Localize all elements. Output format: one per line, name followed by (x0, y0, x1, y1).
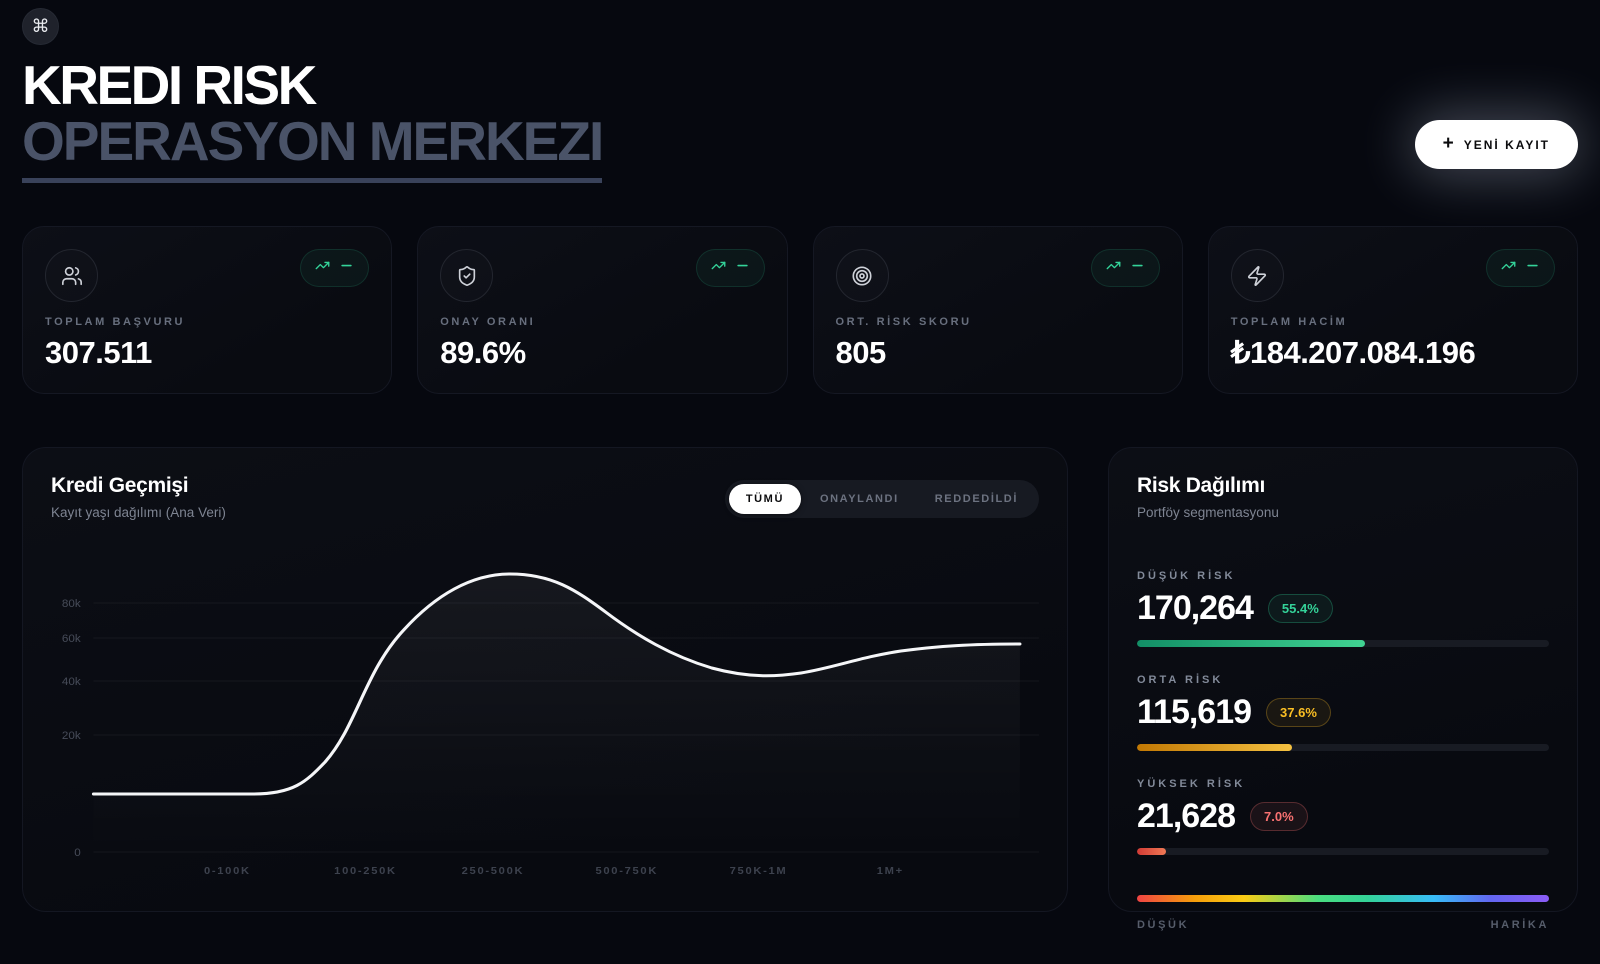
credit-history-title: Kredi Geçmişi (51, 474, 189, 498)
risk-title: Risk Dağılımı (1137, 474, 1265, 498)
risk-segment-low: DÜŞÜK RİSK 170,264 55.4% (1137, 570, 1549, 648)
segment-label: ORTA RİSK (1137, 674, 1224, 687)
tab-onaylandi[interactable]: ONAYLANDI (803, 484, 916, 514)
segment-label: YÜKSEK RİSK (1137, 778, 1246, 791)
minus-icon (1130, 258, 1145, 278)
command-button[interactable]: ⌘ (22, 8, 59, 45)
users-icon (45, 249, 98, 303)
trend-badge (1090, 249, 1160, 288)
page-title-line1: KREDI RISK (22, 54, 317, 116)
stat-value: 307.511 (45, 335, 152, 371)
trending-up-icon (1501, 258, 1516, 278)
target-icon (835, 249, 889, 303)
trend-badge (300, 249, 370, 288)
segment-progress-track (1137, 744, 1549, 752)
new-record-button[interactable]: + YENİ KAYIT (1414, 120, 1578, 170)
x-tick-250-500k: 250-500K (462, 865, 525, 877)
x-tick-100-250k: 100-250K (334, 865, 397, 877)
trend-badge (695, 249, 765, 288)
segment-value: 115,619 (1137, 693, 1252, 732)
header: KREDI RISK OPERASYON MERKEZI + YENİ KAYI… (22, 54, 1578, 184)
segment-progress-fill (1137, 640, 1366, 648)
credit-history-subtitle: Kayıt yaşı dağılımı (Ana Veri) (51, 505, 226, 521)
trending-up-icon (711, 258, 726, 278)
y-tick-0: 0 (74, 847, 81, 859)
minus-icon (735, 258, 750, 278)
risk-gradient-bar (1137, 895, 1549, 903)
risk-scale: DÜŞÜK HARİKA (1137, 895, 1549, 931)
segment-progress-track (1137, 640, 1549, 648)
segment-percent-badge: 7.0% (1250, 802, 1308, 832)
trend-badge (1486, 249, 1555, 288)
segment-progress-fill (1137, 848, 1166, 856)
history-filter-tabs: TÜMÜ ONAYLANDI REDDEDİLDİ (724, 480, 1039, 519)
risk-distribution-panel: Risk Dağılımı Portföy segmentasyonu DÜŞÜ… (1108, 447, 1578, 931)
minus-icon (339, 258, 354, 278)
scale-label-left: DÜŞÜK (1137, 919, 1190, 932)
y-tick-60k: 60k (62, 633, 81, 645)
y-tick-20k: 20k (62, 730, 81, 742)
segment-value: 21,628 (1137, 797, 1236, 836)
minus-icon (1525, 258, 1540, 278)
stat-label: TOPLAM HACİM (1230, 316, 1348, 329)
new-record-button-label: YENİ KAYIT (1463, 137, 1550, 152)
credit-history-panel: Kredi Geçmişi Kayıt yaşı dağılımı (Ana V… (22, 447, 1068, 913)
x-tick-0-100k: 0-100K (204, 865, 251, 877)
y-tick-80k: 80k (62, 598, 81, 610)
zap-icon (1230, 249, 1284, 303)
stat-value: 89.6% (440, 335, 526, 371)
y-tick-40k: 40k (62, 676, 81, 688)
scale-label-right: HARİKA (1490, 919, 1549, 932)
credit-history-chart: 80k 60k 40k 20k 0 0-100K 100-250K 250-50… (51, 542, 1039, 882)
line-chart: 80k 60k 40k 20k 0 0-100K 100-250K 250-50… (62, 572, 1039, 877)
area-fill (93, 574, 1020, 853)
risk-segment-high: YÜKSEK RİSK 21,628 7.0% (1137, 778, 1549, 856)
tab-tumu[interactable]: TÜMÜ (728, 484, 801, 515)
trending-up-icon (1106, 258, 1121, 278)
risk-subtitle: Portföy segmentasyonu (1137, 505, 1279, 521)
trending-up-icon (315, 258, 330, 278)
segment-value: 170,264 (1137, 589, 1254, 628)
stat-label: TOPLAM BAŞVURU (45, 316, 186, 329)
page-title: KREDI RISK OPERASYON MERKEZI (22, 54, 604, 184)
segment-progress-fill (1137, 744, 1292, 752)
segment-label: DÜŞÜK RİSK (1137, 570, 1236, 583)
segment-percent-badge: 37.6% (1266, 698, 1331, 728)
plus-icon: + (1442, 132, 1454, 154)
dashboard: ⌘ KREDI RISK OPERASYON MERKEZI + YENİ KA… (22, 8, 1578, 931)
segment-progress-track (1137, 848, 1549, 856)
series-line (91, 572, 1022, 796)
tab-reddedildi[interactable]: REDDEDİLDİ (918, 484, 1035, 514)
stats-row: TOPLAM BAŞVURU 307.511 ONAY ORANI 89.6% (22, 226, 1578, 395)
stat-card-total-applications: TOPLAM BAŞVURU 307.511 (22, 226, 393, 395)
page-title-line2: OPERASYON MERKEZI (22, 113, 604, 184)
stat-value: ₺184.207.084.196 (1230, 335, 1476, 371)
stat-card-avg-risk-score: ORT. RİSK SKORU 805 (812, 226, 1183, 395)
stat-value: 805 (835, 335, 887, 371)
command-icon: ⌘ (31, 16, 50, 36)
x-tick-500-750k: 500-750K (596, 865, 659, 877)
risk-segment-mid: ORTA RİSK 115,619 37.6% (1137, 674, 1549, 752)
x-tick-1m-plus: 1M+ (877, 865, 904, 877)
shield-check-icon (440, 249, 494, 303)
x-tick-750k-1m: 750K-1M (730, 865, 788, 877)
stat-card-approval-rate: ONAY ORANI 89.6% (417, 226, 788, 395)
segment-percent-badge: 55.4% (1267, 594, 1333, 624)
stat-card-total-volume: TOPLAM HACİM ₺184.207.084.196 (1207, 226, 1578, 395)
stat-label: ORT. RİSK SKORU (835, 316, 972, 329)
stat-label: ONAY ORANI (440, 316, 536, 329)
